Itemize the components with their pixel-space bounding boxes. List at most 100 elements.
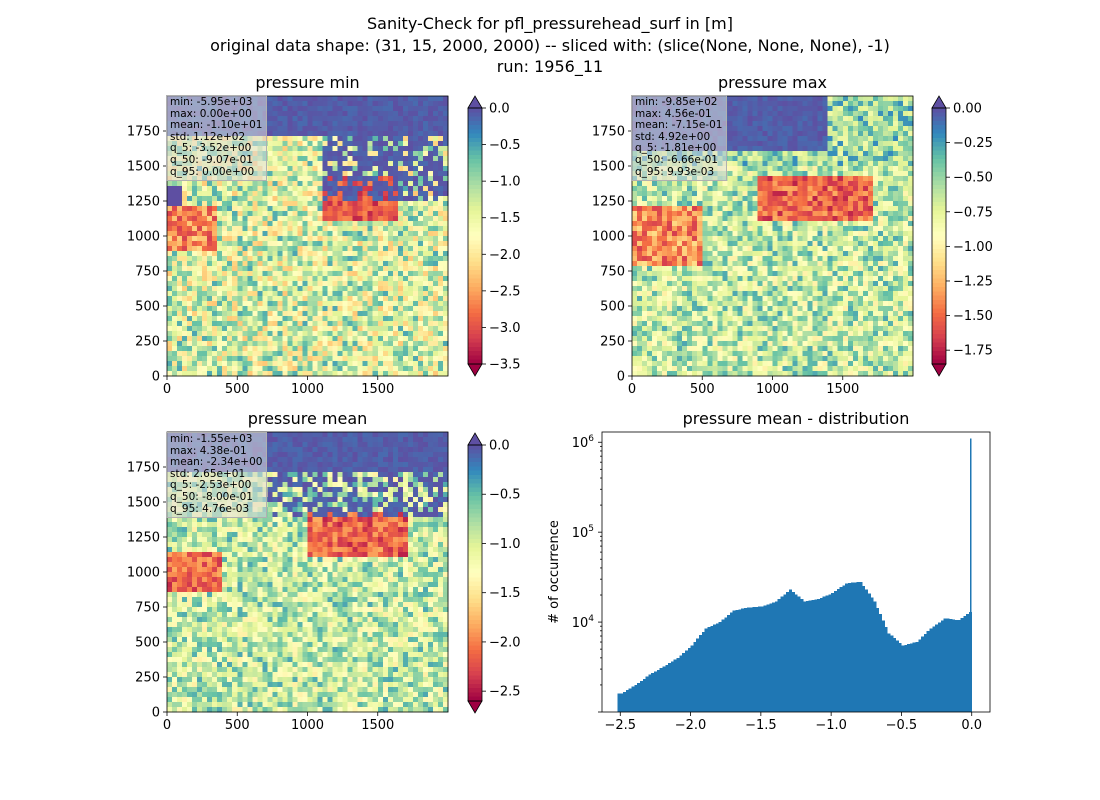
heatmap-cell xyxy=(412,296,419,302)
heatmap-cell xyxy=(802,146,809,152)
heatmap-cell xyxy=(387,141,394,147)
heatmap-cell xyxy=(407,271,414,277)
heatmap-cell xyxy=(812,211,819,217)
heatmap-cell xyxy=(802,151,809,157)
heatmap-cell xyxy=(832,171,839,177)
heatmap-cell xyxy=(822,141,829,147)
heatmap-cell xyxy=(312,236,318,242)
heatmap-cell xyxy=(807,186,814,192)
heatmap-cell xyxy=(757,146,763,152)
heatmap-cell xyxy=(437,276,444,282)
heatmap-cell xyxy=(437,101,444,107)
heatmap-cell xyxy=(197,316,203,322)
heatmap-cell xyxy=(167,241,173,247)
heatmap-cell xyxy=(187,301,193,307)
heatmap-cell xyxy=(167,326,173,332)
heatmap-cell xyxy=(417,226,424,232)
heatmap-cell xyxy=(242,306,248,312)
heatmap-cell xyxy=(372,251,379,257)
heatmap-cell xyxy=(767,181,773,187)
colorbar-tick-label: −1.0 xyxy=(489,175,521,190)
heatmap-cell xyxy=(312,176,318,182)
heatmap-cell xyxy=(347,321,354,327)
heatmap-cell xyxy=(737,121,743,127)
heatmap-cell xyxy=(342,366,349,372)
heatmap-cell xyxy=(782,231,788,237)
heatmap-cell xyxy=(332,176,339,182)
heatmap-cell xyxy=(367,251,374,257)
heatmap-cell xyxy=(257,201,263,207)
heatmap-cell xyxy=(662,206,668,212)
heatmap-cell xyxy=(727,226,733,232)
heatmap-cell xyxy=(167,231,173,237)
heatmap-cell xyxy=(782,201,788,207)
heatmap-cell xyxy=(827,156,834,162)
heatmap-cell xyxy=(852,106,859,112)
heatmap-cell xyxy=(217,331,223,337)
heatmap-cell xyxy=(342,261,349,267)
heatmap-cell xyxy=(402,151,409,157)
heatmap-cell xyxy=(197,281,203,287)
heatmap-cell xyxy=(202,251,208,257)
heatmap-cell xyxy=(257,221,263,227)
heatmap-cell xyxy=(382,181,389,187)
heatmap-cell xyxy=(782,181,788,187)
heatmap-cell xyxy=(202,341,208,347)
heatmap-cell xyxy=(317,171,323,177)
heatmap-cell xyxy=(852,201,859,207)
heatmap-cell xyxy=(362,366,369,372)
heatmap-cell xyxy=(802,186,809,192)
heatmap-cell xyxy=(287,336,293,342)
heatmap-cell xyxy=(337,131,344,137)
heatmap-cell xyxy=(257,241,263,247)
heatmap-cell xyxy=(382,256,389,262)
heatmap-cell xyxy=(277,281,283,287)
heatmap-cell xyxy=(392,221,399,227)
heatmap-cell xyxy=(867,106,874,112)
heatmap-cell xyxy=(417,131,424,137)
heatmap-cell xyxy=(332,156,339,162)
heatmap-cell xyxy=(327,371,333,377)
heatmap-cell xyxy=(252,191,258,197)
heatmap-cell xyxy=(227,281,233,287)
heatmap-cell xyxy=(357,361,364,367)
heatmap-cell xyxy=(847,221,854,227)
heatmap-cell xyxy=(757,226,763,232)
heatmap-cell xyxy=(252,296,258,302)
heatmap-cell xyxy=(287,261,293,267)
heatmap-cell xyxy=(367,241,374,247)
heatmap-cell xyxy=(372,326,379,332)
heatmap-cell xyxy=(367,361,374,367)
heatmap-cell xyxy=(877,136,884,142)
heatmap-cell xyxy=(402,346,409,352)
heatmap-cell xyxy=(402,191,409,197)
heatmap-cell xyxy=(397,321,404,327)
heatmap-cell xyxy=(727,151,733,157)
heatmap-cell xyxy=(207,236,213,242)
heatmap-cell xyxy=(792,166,798,172)
heatmap-cell xyxy=(272,121,278,127)
heatmap-cell xyxy=(752,181,758,187)
heatmap-cell xyxy=(232,351,238,357)
heatmap-cell xyxy=(427,271,434,277)
heatmap-cell xyxy=(307,326,313,332)
heatmap-cell xyxy=(282,326,288,332)
heatmap-cell xyxy=(327,116,333,122)
heatmap-cell xyxy=(317,141,323,147)
heatmap-cell xyxy=(422,156,429,162)
heatmap-cell xyxy=(897,126,904,132)
heatmap-cell xyxy=(752,176,758,182)
heatmap-cell xyxy=(762,146,768,152)
heatmap-cell xyxy=(237,236,243,242)
heatmap-cell xyxy=(872,101,879,107)
heatmap-cell xyxy=(857,231,864,237)
heatmap-cell xyxy=(207,221,213,227)
heatmap-cell xyxy=(322,291,328,297)
heatmap-cell xyxy=(382,321,389,327)
heatmap-cell xyxy=(367,331,374,337)
heatmap-cell xyxy=(772,161,778,167)
heatmap-cell xyxy=(332,226,339,232)
heatmap-cell xyxy=(417,116,424,122)
heatmap-cell xyxy=(647,251,653,257)
heatmap-cell xyxy=(397,201,404,207)
